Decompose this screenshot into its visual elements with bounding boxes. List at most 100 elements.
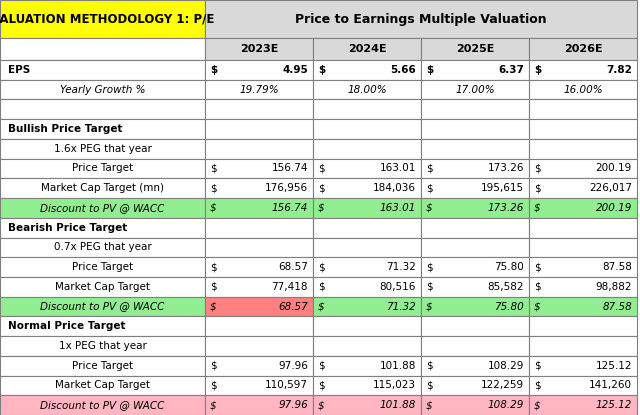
Text: 68.57: 68.57 — [278, 262, 308, 272]
Text: 75.80: 75.80 — [494, 302, 524, 312]
Bar — [205, 257, 313, 277]
Text: 101.88: 101.88 — [380, 400, 416, 410]
Text: 17.00%: 17.00% — [455, 85, 495, 95]
Bar — [0, 0, 205, 38]
Bar — [313, 100, 421, 119]
Text: 173.26: 173.26 — [488, 164, 524, 173]
Text: $: $ — [534, 262, 541, 272]
Text: 226,017: 226,017 — [589, 183, 632, 193]
Bar — [529, 277, 637, 297]
Text: $: $ — [534, 381, 541, 391]
Text: $: $ — [318, 361, 324, 371]
Bar — [313, 178, 421, 198]
Text: $: $ — [426, 262, 433, 272]
Text: 163.01: 163.01 — [380, 203, 416, 213]
Text: Discount to PV @ WACC: Discount to PV @ WACC — [40, 400, 164, 410]
Bar — [0, 336, 205, 356]
Text: Normal Price Target: Normal Price Target — [8, 321, 125, 331]
Text: 156.74: 156.74 — [271, 164, 308, 173]
Bar — [421, 60, 529, 80]
Bar — [313, 80, 421, 100]
Bar — [529, 38, 637, 60]
Bar — [529, 159, 637, 178]
Bar — [421, 178, 529, 198]
Bar — [421, 198, 529, 218]
Text: Price Target: Price Target — [72, 262, 133, 272]
Bar — [529, 119, 637, 139]
Bar — [529, 257, 637, 277]
Bar — [205, 297, 313, 316]
Text: $: $ — [426, 282, 433, 292]
Text: 156.74: 156.74 — [271, 203, 308, 213]
Text: 71.32: 71.32 — [386, 262, 416, 272]
Bar — [0, 178, 205, 198]
Text: 16.00%: 16.00% — [563, 85, 603, 95]
Text: Price Target: Price Target — [72, 361, 133, 371]
Text: $: $ — [318, 164, 324, 173]
Bar — [0, 257, 205, 277]
Bar — [0, 38, 205, 60]
Text: 110,597: 110,597 — [265, 381, 308, 391]
Text: 0.7x PEG that year: 0.7x PEG that year — [54, 242, 152, 252]
Bar — [0, 237, 205, 257]
Text: 173.26: 173.26 — [488, 203, 524, 213]
Bar — [313, 376, 421, 395]
Bar — [529, 60, 637, 80]
Bar — [205, 119, 313, 139]
Bar — [529, 297, 637, 316]
Bar — [313, 356, 421, 376]
Text: Price Target: Price Target — [72, 164, 133, 173]
Text: 2024E: 2024E — [348, 44, 387, 54]
Text: Bullish Price Target: Bullish Price Target — [8, 124, 122, 134]
Text: 125.12: 125.12 — [595, 361, 632, 371]
Text: $: $ — [318, 381, 324, 391]
Bar — [313, 38, 421, 60]
Text: 97.96: 97.96 — [278, 361, 308, 371]
Text: 6.37: 6.37 — [498, 65, 524, 75]
Bar — [421, 356, 529, 376]
Bar — [529, 218, 637, 237]
Bar — [205, 316, 313, 336]
Text: 87.58: 87.58 — [602, 262, 632, 272]
Text: 163.01: 163.01 — [380, 164, 416, 173]
Bar — [0, 277, 205, 297]
Bar — [421, 100, 529, 119]
Bar — [421, 237, 529, 257]
Text: $: $ — [534, 65, 541, 75]
Bar — [313, 277, 421, 297]
Text: $: $ — [318, 282, 324, 292]
Text: 200.19: 200.19 — [596, 203, 632, 213]
Bar — [205, 0, 637, 38]
Text: 184,036: 184,036 — [373, 183, 416, 193]
Text: 2025E: 2025E — [456, 44, 494, 54]
Text: 108.29: 108.29 — [488, 400, 524, 410]
Text: 115,023: 115,023 — [373, 381, 416, 391]
Text: 80,516: 80,516 — [380, 282, 416, 292]
Text: Yearly Growth %: Yearly Growth % — [60, 85, 145, 95]
Text: 19.79%: 19.79% — [239, 85, 279, 95]
Text: $: $ — [426, 65, 433, 75]
Bar — [313, 297, 421, 316]
Text: 1x PEG that year: 1x PEG that year — [59, 341, 147, 351]
Text: Discount to PV @ WACC: Discount to PV @ WACC — [40, 203, 164, 213]
Bar — [313, 159, 421, 178]
Text: 75.80: 75.80 — [494, 262, 524, 272]
Bar — [0, 80, 205, 100]
Text: $: $ — [426, 381, 433, 391]
Bar — [0, 376, 205, 395]
Bar — [205, 336, 313, 356]
Text: 68.57: 68.57 — [278, 302, 308, 312]
Bar — [313, 218, 421, 237]
Text: $: $ — [318, 65, 325, 75]
Text: 2026E: 2026E — [564, 44, 602, 54]
Bar — [0, 218, 205, 237]
Bar — [0, 60, 205, 80]
Text: $: $ — [210, 400, 216, 410]
Text: Market Cap Target: Market Cap Target — [55, 381, 150, 391]
Bar — [529, 80, 637, 100]
Text: $: $ — [210, 65, 217, 75]
Text: $: $ — [534, 203, 541, 213]
Text: $: $ — [210, 302, 216, 312]
Text: 85,582: 85,582 — [488, 282, 524, 292]
Text: 125.12: 125.12 — [596, 400, 632, 410]
